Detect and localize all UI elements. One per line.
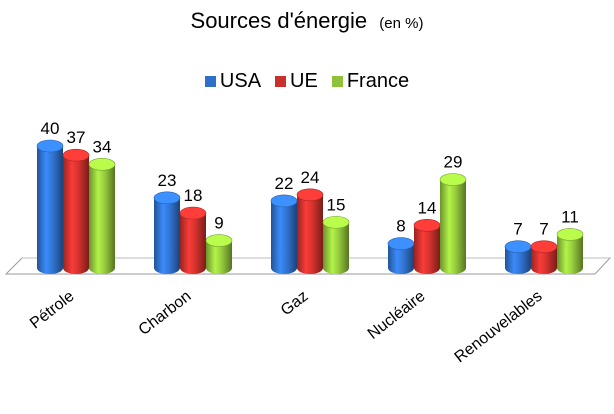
bar-france-0 xyxy=(89,164,115,274)
data-label-ue-3: 14 xyxy=(418,198,437,217)
bar-top-france-4 xyxy=(556,228,584,241)
bar-france-1 xyxy=(206,240,232,274)
bar-top-usa-0 xyxy=(36,139,64,153)
legend-swatch-france xyxy=(331,76,343,87)
bar-top-france-0 xyxy=(88,158,116,171)
bar-top-ue-2 xyxy=(296,188,324,202)
legend-swatch-usa xyxy=(204,76,216,87)
data-label-ue-1: 18 xyxy=(184,186,203,205)
bar-top-ue-0 xyxy=(62,148,90,162)
legend-label-france: France xyxy=(346,70,410,92)
bar-france-2 xyxy=(323,222,349,274)
data-label-france-3: 29 xyxy=(444,153,463,172)
chart-title: Sources d'énergie (en %) xyxy=(0,8,614,34)
bar-usa-3 xyxy=(388,243,414,274)
data-label-usa-0: 40 xyxy=(41,119,60,138)
legend-item-usa: USA xyxy=(204,70,262,93)
data-label-usa-3: 8 xyxy=(396,217,405,236)
bar-top-usa-3 xyxy=(387,237,415,250)
bar-usa-4 xyxy=(505,246,531,274)
bar-ue-4 xyxy=(531,246,557,274)
data-label-usa-2: 22 xyxy=(275,174,294,193)
bar-ue-1 xyxy=(180,213,206,274)
bar-top-usa-2 xyxy=(270,194,298,208)
bar-top-ue-1 xyxy=(179,206,207,220)
bar-ue-2 xyxy=(297,194,323,274)
legend-item-france: France xyxy=(331,70,410,93)
bar-top-usa-1 xyxy=(153,191,181,205)
bar-top-ue-3 xyxy=(413,219,441,232)
data-label-ue-2: 24 xyxy=(301,168,320,187)
bar-top-france-1 xyxy=(205,234,233,247)
category-label-3: Nucléaire xyxy=(365,288,429,343)
bar-top-france-3 xyxy=(439,173,467,186)
data-label-usa-1: 23 xyxy=(158,171,177,190)
legend-item-ue: UE xyxy=(275,70,318,93)
bar-france-3 xyxy=(440,179,466,274)
bar-ue-3 xyxy=(414,225,440,274)
bar-france-4 xyxy=(557,234,583,274)
bar-usa-1 xyxy=(154,197,180,274)
bar-ue-0 xyxy=(63,155,89,274)
data-label-ue-0: 37 xyxy=(67,128,86,147)
category-label-1: Charbon xyxy=(136,288,195,339)
category-label-4: Renouvelables xyxy=(452,288,546,367)
bar-top-usa-4 xyxy=(504,240,532,253)
legend-swatch-ue xyxy=(275,76,287,87)
legend-label-ue: UE xyxy=(290,70,318,92)
bar-top-france-2 xyxy=(322,215,350,229)
data-label-usa-4: 7 xyxy=(513,220,522,239)
data-label-france-2: 15 xyxy=(327,195,346,214)
data-label-france-0: 34 xyxy=(93,137,112,156)
category-label-2: Gaz xyxy=(278,288,312,319)
legend-label-usa: USA xyxy=(219,70,262,92)
data-label-ue-4: 7 xyxy=(539,220,548,239)
bar-top-ue-4 xyxy=(530,240,558,253)
bar-usa-2 xyxy=(271,200,297,274)
legend: USA UE France xyxy=(0,70,614,93)
chart-subtitle: (en %) xyxy=(379,15,424,32)
data-label-france-1: 9 xyxy=(214,214,223,233)
chart-title-text: Sources d'énergie xyxy=(190,8,368,33)
bar-usa-0 xyxy=(37,146,63,274)
data-label-france-4: 11 xyxy=(561,207,579,226)
category-label-0: Pétrole xyxy=(27,288,77,333)
